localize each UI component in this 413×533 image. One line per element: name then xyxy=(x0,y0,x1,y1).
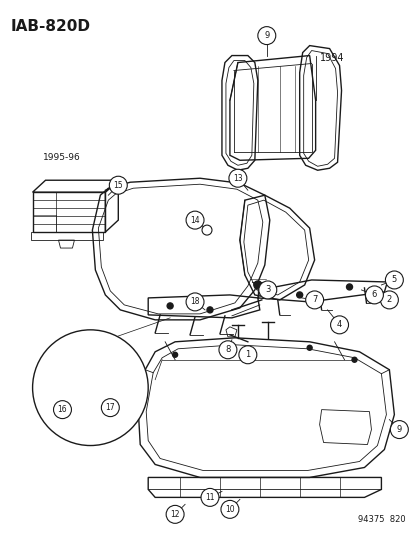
Text: 7: 7 xyxy=(311,295,316,304)
Circle shape xyxy=(380,291,397,309)
Text: 18: 18 xyxy=(190,297,199,306)
Circle shape xyxy=(101,399,119,417)
Text: 4: 4 xyxy=(336,320,342,329)
Text: 3: 3 xyxy=(264,286,270,294)
Circle shape xyxy=(346,284,351,290)
Circle shape xyxy=(109,176,127,194)
Text: 9: 9 xyxy=(396,425,401,434)
Text: 1995-96: 1995-96 xyxy=(43,154,80,162)
Text: 13: 13 xyxy=(233,174,242,183)
Text: 94375  820: 94375 820 xyxy=(357,515,404,524)
Circle shape xyxy=(258,281,276,299)
Text: 16: 16 xyxy=(57,405,67,414)
Circle shape xyxy=(306,345,311,350)
Circle shape xyxy=(238,346,256,364)
Circle shape xyxy=(166,505,184,523)
Circle shape xyxy=(296,292,302,298)
Text: 8: 8 xyxy=(225,345,230,354)
Circle shape xyxy=(33,330,148,446)
Text: 2: 2 xyxy=(386,295,391,304)
Text: 1: 1 xyxy=(244,350,250,359)
Circle shape xyxy=(330,316,348,334)
Text: IAB-820D: IAB-820D xyxy=(11,19,90,34)
Circle shape xyxy=(202,225,211,235)
Text: 17: 17 xyxy=(105,403,115,412)
Circle shape xyxy=(206,307,212,313)
Text: 6: 6 xyxy=(371,290,376,300)
Circle shape xyxy=(221,500,238,518)
Circle shape xyxy=(365,286,382,304)
Circle shape xyxy=(201,488,218,506)
Circle shape xyxy=(218,341,236,359)
Text: 5: 5 xyxy=(391,276,396,285)
Text: 11: 11 xyxy=(205,493,214,502)
Text: 15: 15 xyxy=(113,181,123,190)
Circle shape xyxy=(389,421,407,439)
Text: 9: 9 xyxy=(263,31,269,40)
Text: 12: 12 xyxy=(170,510,179,519)
Circle shape xyxy=(167,303,173,309)
Circle shape xyxy=(227,345,232,350)
Circle shape xyxy=(385,271,402,289)
Polygon shape xyxy=(55,372,68,394)
Circle shape xyxy=(185,211,204,229)
Circle shape xyxy=(253,281,261,289)
Circle shape xyxy=(185,293,204,311)
Text: 1994: 1994 xyxy=(319,53,343,62)
Circle shape xyxy=(228,169,246,187)
Circle shape xyxy=(53,401,71,418)
Circle shape xyxy=(257,27,275,45)
Circle shape xyxy=(172,352,177,357)
Circle shape xyxy=(351,357,356,362)
Text: 14: 14 xyxy=(190,216,199,224)
Circle shape xyxy=(305,291,323,309)
Text: 10: 10 xyxy=(225,505,234,514)
